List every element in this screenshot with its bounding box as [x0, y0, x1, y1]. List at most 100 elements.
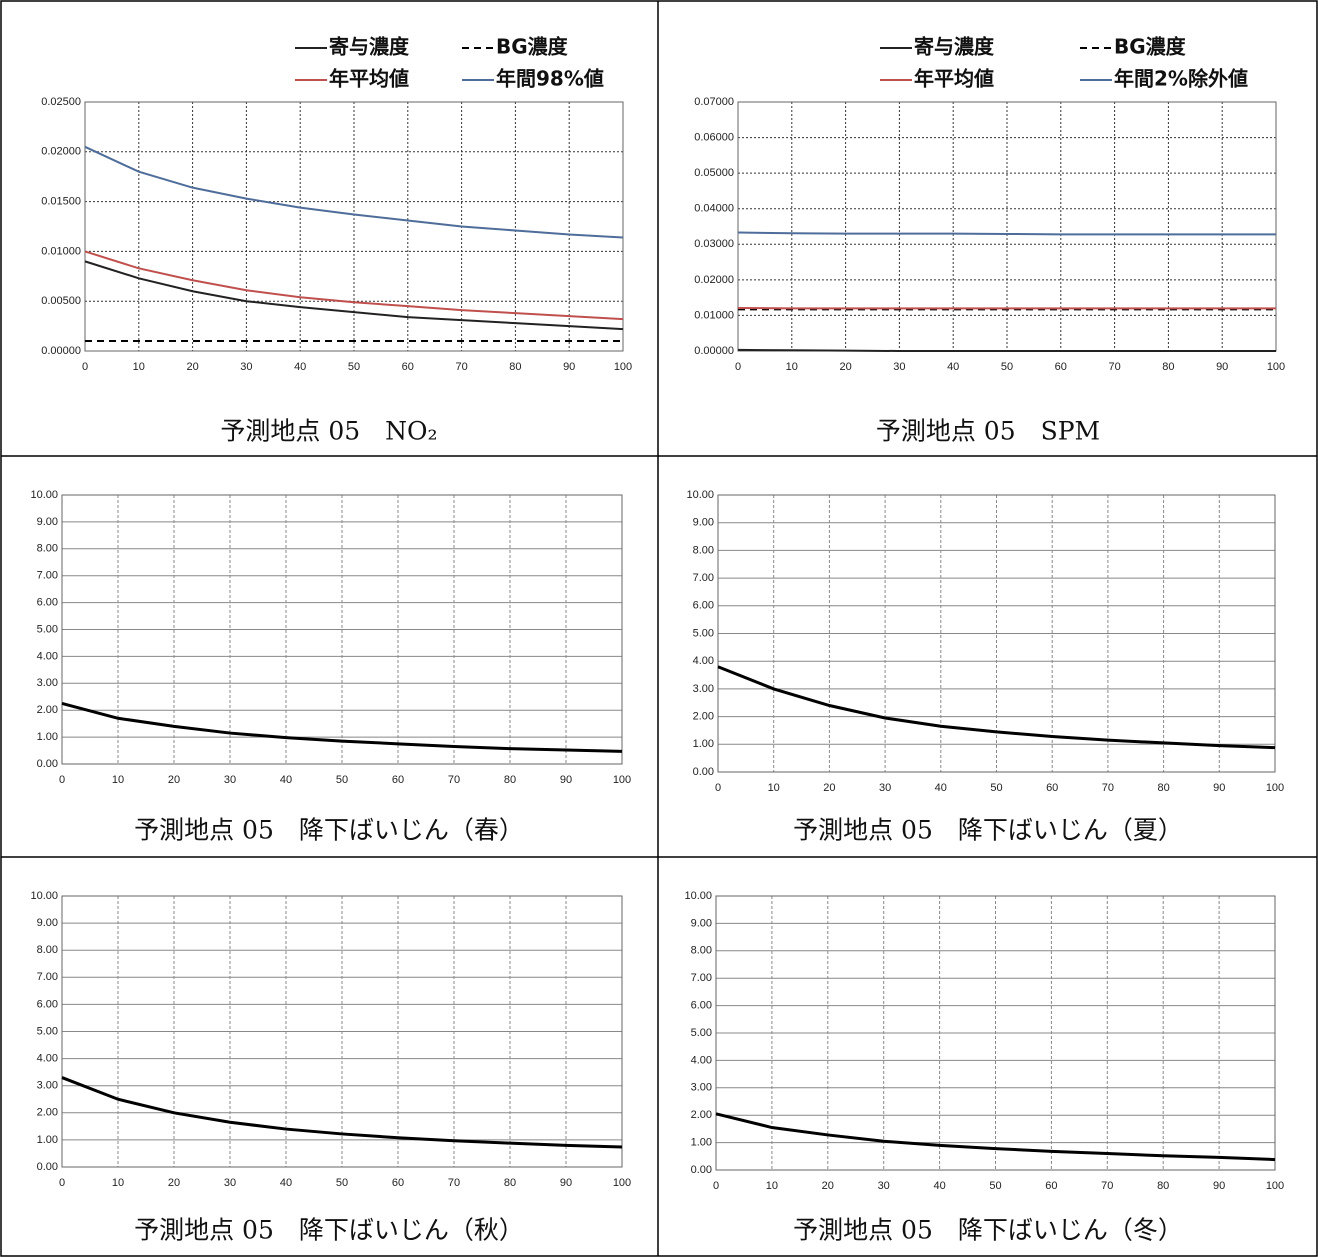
x-tick-label: 90: [560, 1177, 572, 1189]
y-tick-label: 2.00: [37, 704, 58, 716]
series-line: [61, 702, 623, 753]
x-tick-label: 100: [1266, 1180, 1284, 1192]
series-line: [61, 1076, 623, 1149]
y-tick-label: 2.00: [693, 711, 714, 723]
y-tick-label: 0.03000: [694, 238, 734, 250]
y-tick-label: 2.00: [691, 1109, 712, 1121]
y-tick-label: 3.00: [693, 683, 714, 695]
x-tick-label: 100: [614, 361, 632, 373]
y-tick-label: 0.00: [37, 758, 58, 770]
x-tick-label: 50: [336, 1177, 348, 1189]
x-tick-label: 30: [879, 782, 891, 794]
y-tick-label: 0.00500: [41, 295, 81, 307]
x-tick-label: 100: [613, 774, 631, 786]
y-tick-label: 4.00: [37, 650, 58, 662]
y-tick-label: 7.00: [693, 572, 714, 584]
x-tick-label: 0: [59, 1177, 65, 1189]
x-tick-label: 20: [168, 774, 180, 786]
y-tick-label: 10.00: [30, 489, 58, 501]
y-tick-label: 0.02500: [41, 96, 81, 108]
x-tick-label: 0: [735, 361, 741, 373]
y-tick-label: 4.00: [691, 1054, 712, 1066]
x-tick-label: 60: [1045, 1180, 1057, 1192]
y-tick-label: 5.00: [693, 627, 714, 639]
x-tick-label: 90: [1213, 782, 1225, 794]
y-tick-label: 10.00: [686, 489, 714, 501]
x-tick-label: 40: [280, 1177, 292, 1189]
y-tick-label: 4.00: [37, 1053, 58, 1065]
legend-label: 年間2%除外値: [1114, 67, 1248, 91]
y-tick-label: 8.00: [37, 944, 58, 956]
x-tick-label: 50: [348, 361, 360, 373]
y-tick-label: 0.00: [37, 1161, 58, 1173]
y-tick-label: 1.00: [691, 1137, 712, 1149]
x-tick-label: 100: [1267, 361, 1285, 373]
x-tick-label: 50: [989, 1180, 1001, 1192]
legend-label: BG濃度: [1114, 35, 1187, 59]
plot-area: [61, 895, 623, 1168]
x-tick-label: 0: [82, 361, 88, 373]
x-tick-label: 20: [822, 1180, 834, 1192]
y-tick-label: 0.01000: [694, 309, 734, 321]
x-tick-label: 50: [990, 782, 1002, 794]
x-tick-label: 70: [455, 361, 467, 373]
y-tick-label: 0.05000: [694, 167, 734, 179]
series-line: [84, 250, 624, 321]
chart-caption: 予測地点 05 NO₂: [220, 417, 437, 446]
legend-label: 年間98%値: [496, 67, 604, 91]
y-tick-label: 1.00: [37, 731, 58, 743]
y-tick-label: 6.00: [693, 600, 714, 612]
x-tick-label: 90: [563, 361, 575, 373]
x-tick-label: 80: [1157, 782, 1169, 794]
x-tick-label: 60: [392, 1177, 404, 1189]
x-tick-label: 0: [59, 774, 65, 786]
y-tick-label: 8.00: [37, 543, 58, 555]
y-tick-label: 0.00000: [694, 345, 734, 357]
series-line: [84, 145, 624, 239]
x-tick-label: 60: [392, 774, 404, 786]
x-tick-label: 40: [280, 774, 292, 786]
y-tick-label: 5.00: [37, 623, 58, 635]
x-tick-label: 80: [504, 1177, 516, 1189]
x-tick-label: 80: [504, 774, 516, 786]
series-line: [717, 665, 1276, 750]
y-tick-label: 10.00: [30, 890, 58, 902]
x-tick-label: 10: [768, 782, 780, 794]
y-tick-label: 1.00: [37, 1134, 58, 1146]
y-tick-label: 0.01000: [41, 245, 81, 257]
y-tick-label: 6.00: [37, 998, 58, 1010]
x-tick-label: 10: [133, 361, 145, 373]
x-tick-label: 0: [715, 782, 721, 794]
y-tick-label: 4.00: [693, 655, 714, 667]
y-tick-label: 10.00: [684, 890, 712, 902]
x-tick-label: 50: [336, 774, 348, 786]
x-tick-label: 90: [1216, 361, 1228, 373]
series-line: [84, 260, 624, 331]
x-tick-label: 100: [1266, 782, 1284, 794]
legend-label: BG濃度: [496, 35, 569, 59]
y-tick-label: 0.02000: [694, 274, 734, 286]
y-tick-label: 3.00: [37, 1080, 58, 1092]
x-tick-label: 80: [509, 361, 521, 373]
x-tick-label: 90: [560, 774, 572, 786]
x-tick-label: 80: [1162, 361, 1174, 373]
y-tick-label: 3.00: [691, 1082, 712, 1094]
x-tick-label: 90: [1213, 1180, 1225, 1192]
x-tick-label: 100: [613, 1177, 631, 1189]
y-tick-label: 8.00: [693, 544, 714, 556]
y-tick-label: 9.00: [691, 917, 712, 929]
x-tick-label: 10: [766, 1180, 778, 1192]
plot-area: [61, 494, 623, 765]
x-tick-label: 20: [168, 1177, 180, 1189]
x-tick-label: 20: [823, 782, 835, 794]
chart-caption: 予測地点 05 降下ばいじん（冬）: [793, 1216, 1183, 1245]
chart-caption: 予測地点 05 降下ばいじん（秋）: [134, 1216, 524, 1245]
y-tick-label: 0.02000: [41, 146, 81, 158]
y-tick-label: 8.00: [691, 945, 712, 957]
x-tick-label: 70: [448, 774, 460, 786]
x-tick-label: 30: [240, 361, 252, 373]
x-tick-label: 40: [933, 1180, 945, 1192]
x-tick-label: 30: [224, 1177, 236, 1189]
